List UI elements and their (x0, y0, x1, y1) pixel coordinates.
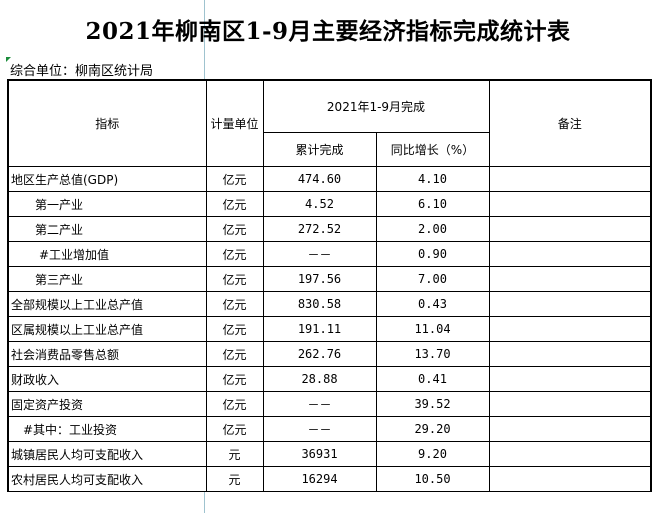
header-growth[interactable]: 同比增长（%） (375, 132, 490, 167)
remarks-cell[interactable] (488, 216, 652, 242)
growth-cell[interactable]: 9.20 (375, 441, 490, 467)
table-row: 第二产业 亿元 272.52 2.00 (7, 216, 652, 242)
unit-cell[interactable]: 亿元 (205, 316, 264, 342)
growth-cell[interactable]: 0.43 (375, 291, 490, 317)
header-row: 指标 计量单位 2021年1-9月完成 备注 (7, 79, 652, 167)
unit-cell[interactable]: 亿元 (205, 266, 264, 292)
cumulative-cell[interactable]: 191.11 (262, 316, 377, 342)
header-indicator[interactable]: 指标 (7, 79, 207, 167)
table-row: 财政收入 亿元 28.88 0.41 (7, 366, 652, 392)
remarks-cell[interactable] (488, 241, 652, 267)
unit-cell[interactable]: 亿元 (205, 241, 264, 267)
table-row: 社会消费品零售总额 亿元 262.76 13.70 (7, 341, 652, 367)
cumulative-cell[interactable]: 197.56 (262, 266, 377, 292)
remarks-cell[interactable] (488, 166, 652, 192)
indicator-cell[interactable]: 城镇居民人均可支配收入 (7, 441, 207, 467)
reporting-unit: 综合单位：柳南区统计局 (10, 64, 154, 79)
table-row: 农村居民人均可支配收入元 16294 10.50 (7, 466, 652, 492)
indicator-cell[interactable]: 财政收入 (7, 366, 207, 392)
unit-cell[interactable]: 元 (205, 466, 264, 492)
indicator-cell[interactable]: #其中：工业投资 (7, 416, 207, 442)
header-unit[interactable]: 计量单位 (205, 79, 264, 167)
header-cumulative[interactable]: 累计完成 (262, 132, 377, 167)
growth-cell[interactable]: 29.20 (375, 416, 490, 442)
cumulative-cell[interactable]: －－ (262, 416, 377, 442)
unit-cell[interactable]: 亿元 (205, 216, 264, 242)
table-row: 固定资产投资 亿元 －－ 39.52 (7, 391, 652, 417)
remarks-cell[interactable] (488, 441, 652, 467)
remarks-cell[interactable] (488, 266, 652, 292)
indicator-cell[interactable]: 固定资产投资 (7, 391, 207, 417)
unit-cell[interactable]: 亿元 (205, 416, 264, 442)
cumulative-cell[interactable]: 262.76 (262, 341, 377, 367)
unit-cell[interactable]: 亿元 (205, 291, 264, 317)
cumulative-cell[interactable]: 36931 (262, 441, 377, 467)
indicator-cell[interactable]: 农村居民人均可支配收入 (7, 466, 207, 492)
cumulative-cell[interactable]: 16294 (262, 466, 377, 492)
growth-cell[interactable]: 7.00 (375, 266, 490, 292)
remarks-cell[interactable] (488, 416, 652, 442)
table-row: 第三产业 亿元 197.56 7.00 (7, 266, 652, 292)
growth-cell[interactable]: 13.70 (375, 341, 490, 367)
growth-cell[interactable]: 0.90 (375, 241, 490, 267)
table-row: 城镇居民人均可支配收入元 36931 9.20 (7, 441, 652, 467)
unit-cell[interactable]: 亿元 (205, 191, 264, 217)
cumulative-cell[interactable]: 28.88 (262, 366, 377, 392)
cumulative-cell[interactable]: －－ (262, 391, 377, 417)
unit-cell[interactable]: 元 (205, 441, 264, 467)
subheader-row: 累计完成 同比增长（%） (8, 132, 651, 167)
growth-cell[interactable]: 0.41 (375, 366, 490, 392)
cell-comment-marker (6, 57, 11, 62)
indicator-cell[interactable]: 区属规模以上工业总产值 (7, 316, 207, 342)
indicator-cell[interactable]: 全部规模以上工业总产值 (7, 291, 207, 317)
table-row: 全部规模以上工业总产值 亿元 830.58 0.43 (7, 291, 652, 317)
table-row: #其中：工业投资 亿元 －－ 29.20 (7, 416, 652, 442)
indicator-table: 指标 计量单位 2021年1-9月完成 备注 累计完成 同比增长（%） 地区生产… (7, 79, 652, 492)
indicator-cell[interactable]: #工业增加值 (7, 241, 207, 267)
remarks-cell[interactable] (488, 341, 652, 367)
unit-cell[interactable]: 亿元 (205, 391, 264, 417)
remarks-cell[interactable] (488, 391, 652, 417)
cumulative-cell[interactable]: －－ (262, 241, 377, 267)
indicator-cell[interactable]: 社会消费品零售总额 (7, 341, 207, 367)
cumulative-cell[interactable]: 4.52 (262, 191, 377, 217)
growth-cell[interactable]: 39.52 (375, 391, 490, 417)
table-row: #工业增加值 亿元 －－ 0.90 (7, 241, 652, 267)
unit-cell[interactable]: 亿元 (205, 166, 264, 192)
cumulative-cell[interactable]: 830.58 (262, 291, 377, 317)
indicator-cell[interactable]: 第三产业 (7, 266, 207, 292)
remarks-cell[interactable] (488, 466, 652, 492)
indicator-cell[interactable]: 地区生产总值(GDP) (7, 166, 207, 192)
indicator-cell[interactable]: 第二产业 (7, 216, 207, 242)
cumulative-cell[interactable]: 272.52 (262, 216, 377, 242)
growth-cell[interactable]: 2.00 (375, 216, 490, 242)
table-row: 地区生产总值(GDP) 亿元 474.60 4.10 (7, 166, 652, 192)
remarks-cell[interactable] (488, 316, 652, 342)
unit-cell[interactable]: 亿元 (205, 366, 264, 392)
remarks-cell[interactable] (488, 366, 652, 392)
growth-cell[interactable]: 6.10 (375, 191, 490, 217)
unit-cell[interactable]: 亿元 (205, 341, 264, 367)
indicator-cell[interactable]: 第一产业 (7, 191, 207, 217)
growth-cell[interactable]: 10.50 (375, 466, 490, 492)
growth-cell[interactable]: 4.10 (375, 166, 490, 192)
growth-cell[interactable]: 11.04 (375, 316, 490, 342)
table-row: 第一产业 亿元 4.52 6.10 (7, 191, 652, 217)
header-remarks[interactable]: 备注 (488, 79, 652, 167)
header-period[interactable]: 2021年1-9月完成 (262, 79, 490, 133)
cumulative-cell[interactable]: 474.60 (262, 166, 377, 192)
page-title: 2021年柳南区1-9月主要经济指标完成统计表 (85, 18, 571, 45)
remarks-cell[interactable] (488, 191, 652, 217)
table-row: 区属规模以上工业总产值 亿元 191.11 11.04 (7, 316, 652, 342)
remarks-cell[interactable] (488, 291, 652, 317)
